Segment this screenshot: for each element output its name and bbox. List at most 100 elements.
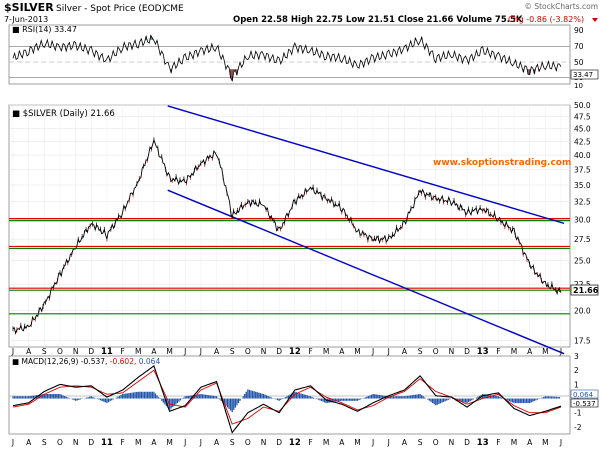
x-axis-label: O — [245, 438, 251, 447]
symbol-title: $SILVER — [4, 1, 54, 14]
rsi-tick: 90 — [574, 26, 584, 35]
macd-tick-label: -1 — [574, 409, 582, 418]
x-axis-label: M — [354, 438, 360, 447]
x-axis-label: A — [402, 438, 408, 447]
x-axis-mid: J A S O N D 11 F M A M J J A S O N D 12 F M A M J J A S O N D 13 F M A M J — [11, 347, 562, 357]
x-axis-label: J — [183, 347, 186, 356]
x-axis-label: J — [199, 347, 202, 356]
rsi-swatch-icon: ■ — [12, 25, 20, 34]
instrument-name: Silver - Spot Price (EOD) — [56, 4, 165, 14]
macd-signal-value: -0.602, — [110, 357, 137, 366]
x-axis-label: S — [418, 438, 423, 447]
x-axis-label: O — [57, 438, 63, 447]
price-tick-label: 32.5 — [574, 198, 591, 207]
x-axis-label: A — [151, 438, 157, 447]
macd-signal-line — [12, 369, 562, 425]
x-axis-label: F — [496, 347, 500, 356]
x-axis-label: F — [308, 438, 312, 447]
x-axis-label: M — [323, 347, 329, 356]
x-axis-label: J — [199, 438, 202, 447]
x-axis-label: O — [57, 347, 63, 356]
macd-series-line — [12, 365, 562, 434]
price-tick-label: 40.0 — [574, 151, 591, 160]
price-tick-label: 42.5 — [574, 137, 591, 146]
macd-swatch-icon: ■ — [12, 357, 19, 366]
x-axis-label: F — [308, 347, 312, 356]
macd-last-box — [570, 398, 599, 408]
x-axis-label: O — [245, 347, 251, 356]
macd-label: ■ MACD(12,26,9) -0.537, -0.602, 0.064 — [12, 357, 160, 366]
quote-values: Open 22.58 High 22.75 Low 21.51 Close 21… — [233, 15, 523, 25]
price-label: ■ $SILVER (Daily) 21.66 — [12, 109, 115, 119]
x-axis-label: D — [88, 438, 94, 447]
x-axis-label: D — [464, 438, 470, 447]
price-last-value: 21.66 — [573, 286, 599, 295]
quote-change: Chg -0.86 (-3.82%) — [508, 15, 584, 24]
x-axis-label: S — [418, 347, 423, 356]
price-tick-label: 30.0 — [574, 216, 591, 225]
x-axis-label: J — [371, 347, 374, 356]
x-axis-label: M — [354, 347, 360, 356]
rsi-panel: ■ RSI(14) 33.47 90 70 50 30 10 33.47 — [8, 24, 599, 90]
macd-label-prefix: MACD(12,26,9) — [21, 357, 78, 366]
macd-tick-label: -2 — [574, 423, 582, 432]
channel-upper-line — [167, 105, 565, 225]
x-axis-label: N — [449, 347, 455, 356]
price-tick-label: 35.0 — [574, 181, 591, 190]
x-axis-label: M — [135, 347, 141, 356]
x-axis-label: N — [73, 347, 79, 356]
x-axis-label: 11 — [101, 438, 113, 448]
price-panel: ■ $SILVER (Daily) 21.66 www.skoptionstra… — [8, 101, 599, 355]
x-axis-label: D — [464, 347, 470, 356]
price-tick-label: 50.0 — [574, 101, 591, 110]
x-axis-label: S — [42, 347, 47, 356]
price-label-text: $SILVER (Daily) 21.66 — [23, 109, 115, 119]
x-axis-label: A — [527, 347, 533, 356]
x-axis-label: M — [542, 347, 548, 356]
macd-last-value: -0.537 — [573, 400, 596, 408]
x-axis-label: A — [214, 347, 220, 356]
x-axis-label: A — [26, 438, 32, 447]
rsi-label: ■ RSI(14) 33.47 — [12, 25, 77, 34]
rsi-tick: 50 — [574, 58, 584, 67]
x-axis-label: F — [120, 438, 124, 447]
price-tick-label: 27.5 — [574, 235, 591, 244]
x-axis-label: 13 — [477, 347, 489, 357]
x-axis-label: A — [339, 347, 345, 356]
macd-panel: ■ MACD(12,26,9) -0.537, -0.602, 0.064 3 2… — [8, 352, 599, 435]
x-axis-label: O — [433, 438, 439, 447]
x-axis-label: A — [527, 438, 533, 447]
x-axis-label: M — [135, 438, 141, 447]
price-series-line — [12, 138, 562, 336]
x-axis-bottom: J A S O N D 11 F M A M J J A S O N D 12 F M A M J J A S O N D 13 F M A M J — [11, 438, 562, 448]
x-axis-label: D — [276, 347, 282, 356]
x-axis-label: M — [323, 438, 329, 447]
exchange-label: CME — [164, 4, 184, 14]
x-axis-label: F — [496, 438, 500, 447]
x-axis-label: N — [73, 438, 79, 447]
macd-tick-label: 1 — [574, 380, 579, 389]
x-axis-label: 12 — [289, 347, 301, 357]
x-axis-label: A — [214, 438, 220, 447]
website-annotation: www.skoptionstrading.com — [433, 158, 571, 168]
x-axis-label: A — [339, 438, 345, 447]
price-tick-label: 22.5 — [574, 280, 591, 289]
price-tick-label: 37.5 — [574, 166, 591, 175]
x-axis-label: M — [511, 347, 517, 356]
x-axis-label: 13 — [477, 438, 489, 448]
price-tick-label: 47.5 — [574, 113, 591, 122]
x-axis-label: M — [511, 438, 517, 447]
x-axis-label: O — [433, 347, 439, 356]
x-axis-label: M — [166, 438, 172, 447]
x-axis-label: S — [230, 438, 235, 447]
x-axis-label: S — [230, 347, 235, 356]
x-axis-label: J — [387, 438, 390, 447]
macd-label-value: -0.537, — [81, 357, 108, 366]
macd-hist-last: 0.064 — [573, 391, 594, 399]
x-axis-label: 11 — [101, 347, 113, 357]
x-axis-label: J — [387, 347, 390, 356]
x-axis-label: N — [261, 347, 267, 356]
x-axis-label: J — [11, 438, 14, 447]
price-tick-label: 17.5 — [574, 336, 591, 345]
